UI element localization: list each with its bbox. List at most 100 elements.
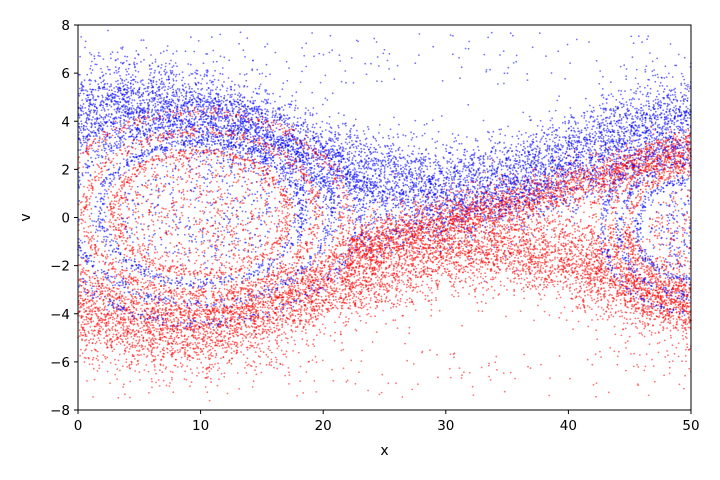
- blue-point: [549, 139, 551, 141]
- blue-point: [631, 122, 633, 124]
- blue-point: [110, 83, 112, 85]
- blue-point: [300, 180, 302, 182]
- blue-point: [197, 88, 199, 90]
- blue-point: [254, 100, 256, 102]
- blue-point: [623, 133, 625, 135]
- blue-point: [216, 61, 218, 63]
- blue-point: [603, 136, 605, 138]
- blue-point: [218, 120, 220, 122]
- blue-point: [380, 214, 382, 216]
- blue-point: [292, 182, 294, 184]
- blue-point: [340, 219, 342, 221]
- blue-point: [210, 98, 212, 100]
- blue-point: [597, 121, 599, 123]
- blue-point: [423, 156, 425, 158]
- blue-point: [319, 156, 321, 158]
- blue-point: [615, 147, 617, 149]
- blue-point: [145, 121, 147, 123]
- blue-point: [341, 81, 343, 83]
- blue-point: [481, 193, 483, 195]
- blue-point: [675, 109, 677, 111]
- blue-point: [657, 74, 659, 76]
- blue-point: [603, 145, 605, 147]
- blue-point: [491, 147, 493, 149]
- blue-point: [610, 108, 612, 110]
- blue-point: [678, 54, 680, 56]
- blue-point: [599, 124, 601, 126]
- blue-point: [122, 86, 124, 88]
- blue-point: [88, 133, 90, 135]
- blue-point: [614, 112, 616, 114]
- blue-point: [655, 111, 657, 113]
- blue-point: [572, 136, 574, 138]
- blue-point: [538, 159, 540, 161]
- blue-point: [391, 174, 393, 176]
- blue-point: [367, 161, 369, 163]
- blue-point: [248, 126, 250, 128]
- blue-point: [403, 178, 405, 180]
- blue-point: [388, 180, 390, 182]
- blue-point: [155, 111, 157, 113]
- blue-point: [651, 70, 653, 72]
- blue-point: [631, 135, 633, 137]
- blue-point: [479, 172, 481, 174]
- blue-point: [539, 168, 541, 170]
- blue-point: [202, 106, 204, 108]
- blue-point: [578, 142, 580, 144]
- blue-point: [363, 187, 365, 189]
- blue-point: [418, 211, 420, 213]
- blue-point: [178, 113, 180, 115]
- blue-point: [407, 199, 409, 201]
- blue-point: [634, 121, 636, 123]
- blue-point: [158, 89, 160, 91]
- blue-point: [119, 121, 121, 123]
- blue-point: [331, 180, 333, 182]
- blue-point: [606, 142, 608, 144]
- blue-point: [406, 184, 408, 186]
- blue-point: [182, 71, 184, 73]
- blue-point: [424, 133, 426, 135]
- blue-point: [468, 173, 470, 175]
- blue-point: [488, 138, 490, 140]
- blue-point: [103, 58, 105, 60]
- blue-point: [133, 93, 135, 95]
- blue-point: [594, 143, 596, 145]
- blue-point: [643, 161, 645, 163]
- blue-point: [81, 99, 83, 101]
- blue-point: [104, 134, 106, 136]
- blue-point: [682, 76, 684, 78]
- blue-point: [648, 133, 650, 135]
- blue-point: [410, 186, 412, 188]
- blue-point: [384, 146, 386, 148]
- blue-point: [672, 76, 674, 78]
- blue-point: [256, 161, 258, 163]
- blue-point: [125, 84, 127, 86]
- blue-point: [131, 102, 133, 104]
- blue-point: [293, 191, 295, 193]
- blue-point: [415, 184, 417, 186]
- blue-point: [393, 117, 395, 119]
- blue-point: [152, 62, 154, 64]
- blue-point: [372, 195, 374, 197]
- blue-point: [261, 197, 263, 199]
- blue-point: [392, 164, 394, 166]
- blue-point: [193, 191, 195, 193]
- blue-point: [239, 162, 241, 164]
- blue-point: [639, 86, 641, 88]
- blue-point: [194, 152, 196, 154]
- blue-point: [367, 182, 369, 184]
- blue-point: [253, 143, 255, 145]
- blue-point: [158, 124, 160, 126]
- blue-point: [434, 238, 436, 240]
- blue-point: [300, 131, 302, 133]
- blue-point: [243, 96, 245, 98]
- blue-point: [221, 100, 223, 102]
- blue-point: [92, 116, 94, 118]
- blue-point: [614, 136, 616, 138]
- blue-point: [435, 159, 437, 161]
- blue-point: [434, 196, 436, 198]
- blue-point: [234, 93, 236, 95]
- blue-point: [597, 124, 599, 126]
- blue-point: [163, 117, 165, 119]
- blue-point: [138, 113, 140, 115]
